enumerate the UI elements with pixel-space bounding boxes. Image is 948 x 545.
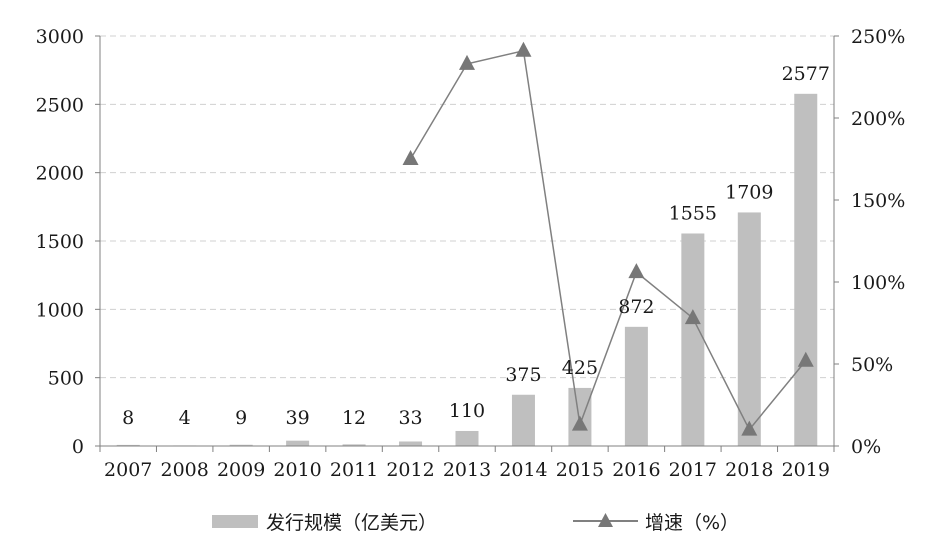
x-tick-label-2016: 2016 — [612, 459, 660, 481]
x-tick-label-2017: 2017 — [669, 459, 717, 481]
axes: 0 500 1000 1500 2000 2500 3000 0% 50% 100% 150% 200… — [36, 26, 906, 481]
growth-marker-2019 — [797, 351, 814, 367]
bar-2019 — [794, 93, 818, 446]
growth-marker-2016 — [628, 263, 645, 279]
bar-value-label-2016: 872 — [618, 296, 654, 318]
bar-value-label-2014: 375 — [505, 364, 541, 386]
y-left-tick-label: 0 — [72, 436, 84, 458]
bar-value-label-2007: 8 — [122, 407, 134, 429]
bars — [116, 93, 818, 446]
bar-2007 — [116, 444, 140, 446]
x-tick-label-2009: 2009 — [217, 459, 265, 481]
bar-value-label-2012: 33 — [398, 407, 422, 429]
x-tick-label-2014: 2014 — [499, 459, 547, 481]
growth-marker-2013 — [459, 54, 475, 70]
bar-2009 — [229, 444, 253, 446]
y-left-tick-label: 2000 — [36, 163, 84, 185]
bar-value-label-2018: 1709 — [725, 181, 773, 203]
growth-line-path — [409, 49, 807, 431]
bar-value-label-2017: 1555 — [669, 202, 717, 224]
x-tick-label-2008: 2008 — [161, 459, 209, 481]
bar-2017 — [681, 233, 705, 446]
growth-marker-2015 — [571, 415, 588, 431]
bar-value-label-2013: 110 — [449, 400, 485, 422]
y-left-tick-label: 1500 — [36, 231, 84, 253]
bar-2016 — [624, 326, 648, 446]
bar-value-label-2008: 4 — [179, 407, 191, 429]
y-right-tick-label: 250% — [851, 26, 905, 48]
growth-marker-2017 — [684, 309, 701, 325]
legend-line-marker — [598, 513, 613, 527]
bar-2010 — [286, 440, 310, 446]
x-tick-label-2011: 2011 — [330, 459, 378, 481]
x-tick-label-2019: 2019 — [782, 459, 830, 481]
x-tick-label-2015: 2015 — [556, 459, 604, 481]
y-right-tick-label: 150% — [851, 190, 905, 212]
growth-marker-2018 — [741, 420, 758, 436]
bar-2013 — [455, 430, 479, 446]
legend-line-label: 增速（%） — [645, 512, 739, 534]
data-labels: 8 4 9 39 12 33 110 375 425 872 1555 1709 2577 — [122, 63, 830, 429]
bar-value-label-2011: 12 — [342, 407, 366, 429]
bar-value-label-2019: 2577 — [782, 63, 830, 85]
legend-bar-swatch — [212, 515, 258, 528]
y-right-tick-label: 200% — [851, 108, 905, 130]
legend-bar-label: 发行规模（亿美元） — [266, 512, 437, 534]
gridlines — [100, 35, 834, 379]
growth-marker-2014 — [515, 41, 532, 57]
y-left-tick-label: 1000 — [36, 299, 84, 321]
y-right-tick-label: 100% — [851, 272, 905, 294]
bar-2014 — [511, 394, 535, 446]
bar-2011 — [342, 444, 366, 446]
y-left-tick-label: 2500 — [36, 94, 84, 116]
x-tick-label-2010: 2010 — [273, 459, 321, 481]
y-left-tick-label: 3000 — [36, 26, 84, 48]
x-tick-label-2018: 2018 — [725, 459, 773, 481]
bar-value-label-2015: 425 — [562, 357, 598, 379]
y-left-tick-label: 500 — [48, 368, 84, 390]
x-tick-label-2012: 2012 — [386, 459, 434, 481]
bar-2012 — [399, 441, 423, 446]
legend: 发行规模（亿美元） 增速（%） — [212, 512, 739, 534]
bar-2018 — [737, 212, 761, 446]
y-right-tick-label: 0% — [851, 436, 881, 458]
y-right-tick-label: 50% — [851, 354, 893, 376]
growth-marker-2012 — [402, 150, 419, 165]
bar-value-label-2009: 9 — [235, 407, 247, 429]
x-tick-label-2007: 2007 — [104, 459, 152, 481]
x-tick-label-2013: 2013 — [443, 459, 491, 481]
growth-line — [402, 41, 814, 436]
bar-value-label-2010: 39 — [286, 407, 310, 429]
